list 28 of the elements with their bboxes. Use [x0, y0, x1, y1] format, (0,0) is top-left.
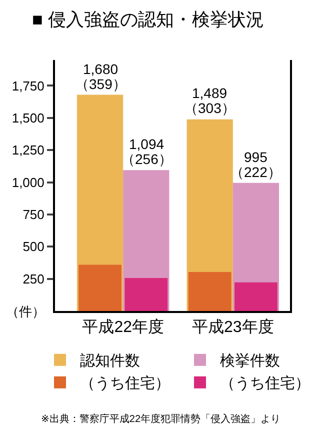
data-label: 1,094: [129, 136, 164, 152]
y-tick-label: 1,000: [12, 174, 44, 190]
legend-label: （うち住宅）: [80, 375, 170, 392]
legend-label: （うち住宅）: [220, 375, 310, 392]
y-tick-label: 1,750: [12, 78, 44, 94]
data-label: 1,680: [83, 61, 118, 77]
bar: [234, 282, 278, 311]
chart-title: ■ 侵入強盗の認知・検挙状況: [32, 9, 264, 30]
data-label: 1,489: [192, 85, 228, 101]
y-tick-label: 750: [22, 207, 44, 222]
x-tick-label: 平成22年度: [82, 318, 164, 336]
y-tick-label: 1,250: [12, 142, 44, 158]
x-tick-label: 平成23年度: [192, 318, 274, 336]
data-label: 995: [244, 149, 268, 165]
bar: [124, 278, 168, 311]
y-axis-title: （件）: [6, 304, 45, 319]
y-tick-label: 1,500: [12, 110, 44, 126]
legend-label: 認知件数: [80, 352, 140, 370]
annotation: （222）: [230, 164, 282, 180]
legend-label: 検挙件数: [220, 352, 280, 370]
text: ※出典：警察庁平成22年度犯罪情勢「侵入強盗」より: [41, 413, 281, 425]
bar: [78, 264, 122, 311]
annotation: （256）: [121, 151, 172, 167]
y-tick-label: 500: [22, 239, 44, 254]
annotation: （303）: [184, 100, 236, 116]
y-tick-label: 250: [22, 271, 44, 286]
bar: [188, 272, 232, 311]
annotation: （359）: [75, 76, 126, 92]
